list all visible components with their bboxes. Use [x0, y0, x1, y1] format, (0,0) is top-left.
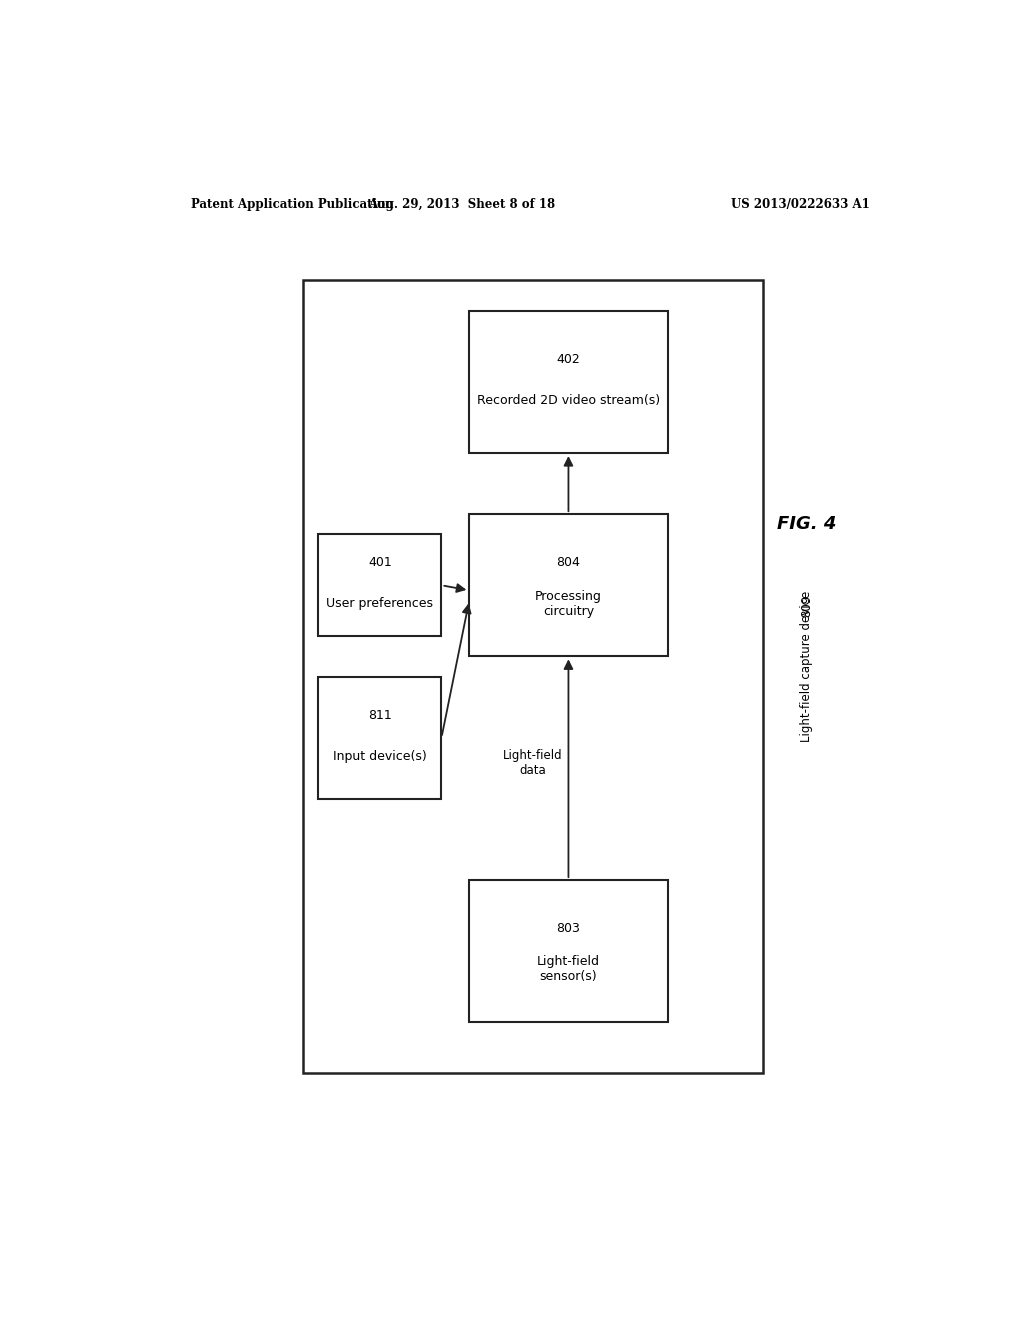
- Text: Light-field
sensor(s): Light-field sensor(s): [537, 956, 600, 983]
- Text: 803: 803: [556, 923, 581, 936]
- Text: US 2013/0222633 A1: US 2013/0222633 A1: [731, 198, 869, 211]
- Text: User preferences: User preferences: [327, 597, 433, 610]
- Text: 804: 804: [556, 557, 581, 569]
- Bar: [318, 535, 441, 636]
- Text: Aug. 29, 2013  Sheet 8 of 18: Aug. 29, 2013 Sheet 8 of 18: [368, 198, 555, 211]
- Text: Recorded 2D video stream(s): Recorded 2D video stream(s): [477, 393, 660, 407]
- Text: Light-field capture device: Light-field capture device: [800, 591, 813, 742]
- Bar: [303, 280, 763, 1073]
- Text: 811: 811: [368, 709, 392, 722]
- Text: Light-field
data: Light-field data: [503, 750, 562, 777]
- Text: Input device(s): Input device(s): [333, 750, 427, 763]
- Bar: [469, 312, 668, 453]
- Bar: [318, 677, 441, 799]
- Bar: [469, 515, 668, 656]
- Text: Patent Application Publication: Patent Application Publication: [191, 198, 394, 211]
- Bar: [469, 880, 668, 1022]
- Text: FIG. 4: FIG. 4: [777, 515, 837, 533]
- Text: 809: 809: [800, 594, 813, 616]
- Text: 402: 402: [557, 354, 581, 366]
- Text: 401: 401: [368, 557, 392, 569]
- Text: Processing
circuitry: Processing circuitry: [535, 590, 602, 618]
